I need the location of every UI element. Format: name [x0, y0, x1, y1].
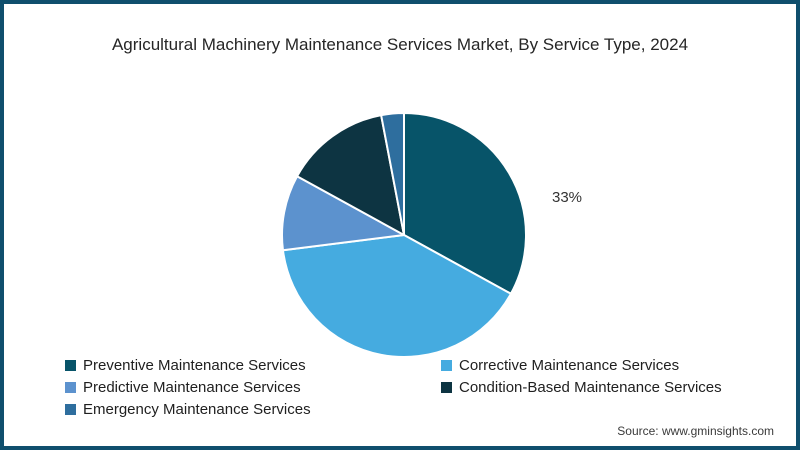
- legend-item-emergency: Emergency Maintenance Services: [65, 400, 441, 418]
- pie-slice-preventive: [403, 112, 527, 295]
- legend-swatch-emergency: [65, 403, 76, 415]
- pie-slice-condition-based: [296, 114, 405, 236]
- legend-label: Emergency Maintenance Services: [83, 400, 311, 418]
- legend-swatch-preventive: [65, 359, 76, 371]
- legend-item-corrective: Corrective Maintenance Services: [441, 356, 781, 374]
- pie-slice-corrective: [281, 234, 512, 358]
- legend-swatch-predictive: [65, 381, 76, 393]
- legend-label: Predictive Maintenance Services: [83, 378, 301, 396]
- pie-svg: [281, 112, 527, 358]
- legend-label: Condition-Based Maintenance Services: [459, 378, 722, 396]
- legend-swatch-corrective: [441, 359, 452, 371]
- data-label-preventive: 33%: [552, 189, 583, 206]
- pie-slice-emergency: [380, 112, 405, 236]
- legend-item-predictive: Predictive Maintenance Services: [65, 378, 441, 396]
- legend-item-preventive: Preventive Maintenance Services: [65, 356, 441, 374]
- legend-label: Corrective Maintenance Services: [459, 356, 680, 374]
- legend-item-condition-based: Condition-Based Maintenance Services: [441, 378, 781, 396]
- pie-chart: [269, 100, 539, 370]
- legend: Preventive Maintenance Services Correcti…: [65, 356, 781, 418]
- legend-swatch-condition-based: [441, 381, 452, 393]
- pie-slice-predictive: [281, 175, 405, 252]
- legend-label: Preventive Maintenance Services: [83, 356, 306, 374]
- source-attribution: Source: www.gminsights.com: [617, 424, 774, 438]
- chart-title: Agricultural Machinery Maintenance Servi…: [111, 35, 689, 54]
